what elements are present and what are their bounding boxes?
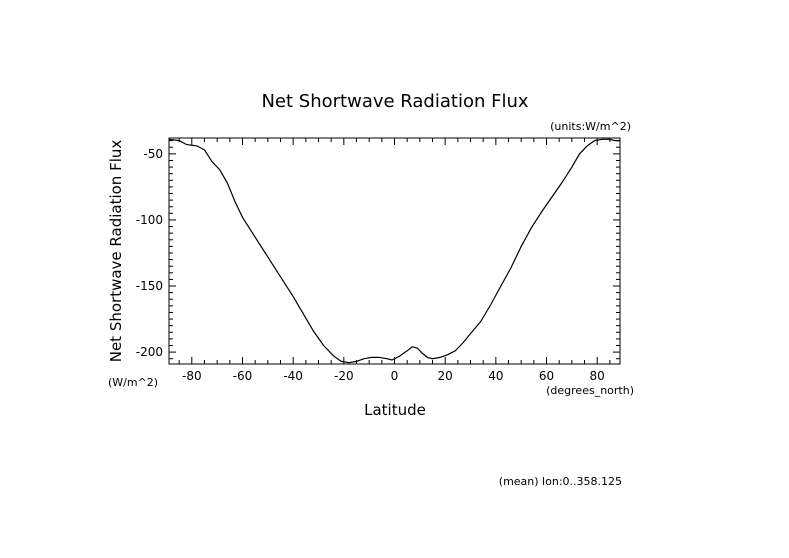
- chart-title: Net Shortwave Radiation Flux: [261, 91, 528, 112]
- y-axis: -50 -100 -150 -200: [136, 140, 620, 360]
- x-tick-label: -80: [182, 369, 202, 383]
- y-units-label: (W/m^2): [108, 376, 158, 389]
- x-tick-label: -40: [283, 369, 303, 383]
- plot-area: -80 -60 -40 -20 0 20 40 60 80 -50-100-150-200: [136, 137, 621, 383]
- x-tick-label: 20: [438, 369, 453, 383]
- x-axis: -80 -60 -40 -20 0 20 40 60 80: [178, 138, 611, 383]
- series-line: [168, 138, 620, 364]
- y-tick-label: -200: [136, 345, 163, 359]
- plot-frame: [168, 137, 621, 365]
- y-tick-label: -50: [143, 147, 163, 161]
- units-label: (units:W/m^2): [550, 120, 631, 133]
- x-units-label: (degrees_north): [546, 384, 634, 397]
- x-tick-label: 0: [391, 369, 399, 383]
- x-tick-label: 40: [488, 369, 503, 383]
- y-axis-label: Net Shortwave Radiation Flux: [107, 140, 125, 363]
- x-tick-label: 80: [590, 369, 605, 383]
- x-tick-label: 60: [539, 369, 554, 383]
- y-tick-label: -150: [136, 279, 163, 293]
- x-tick-label: -20: [334, 369, 354, 383]
- y-tick-label: -100: [136, 213, 163, 227]
- x-tick-label: -60: [233, 369, 253, 383]
- footer-note: (mean) lon:0..358.125: [499, 475, 622, 488]
- x-axis-label: Latitude: [364, 401, 426, 419]
